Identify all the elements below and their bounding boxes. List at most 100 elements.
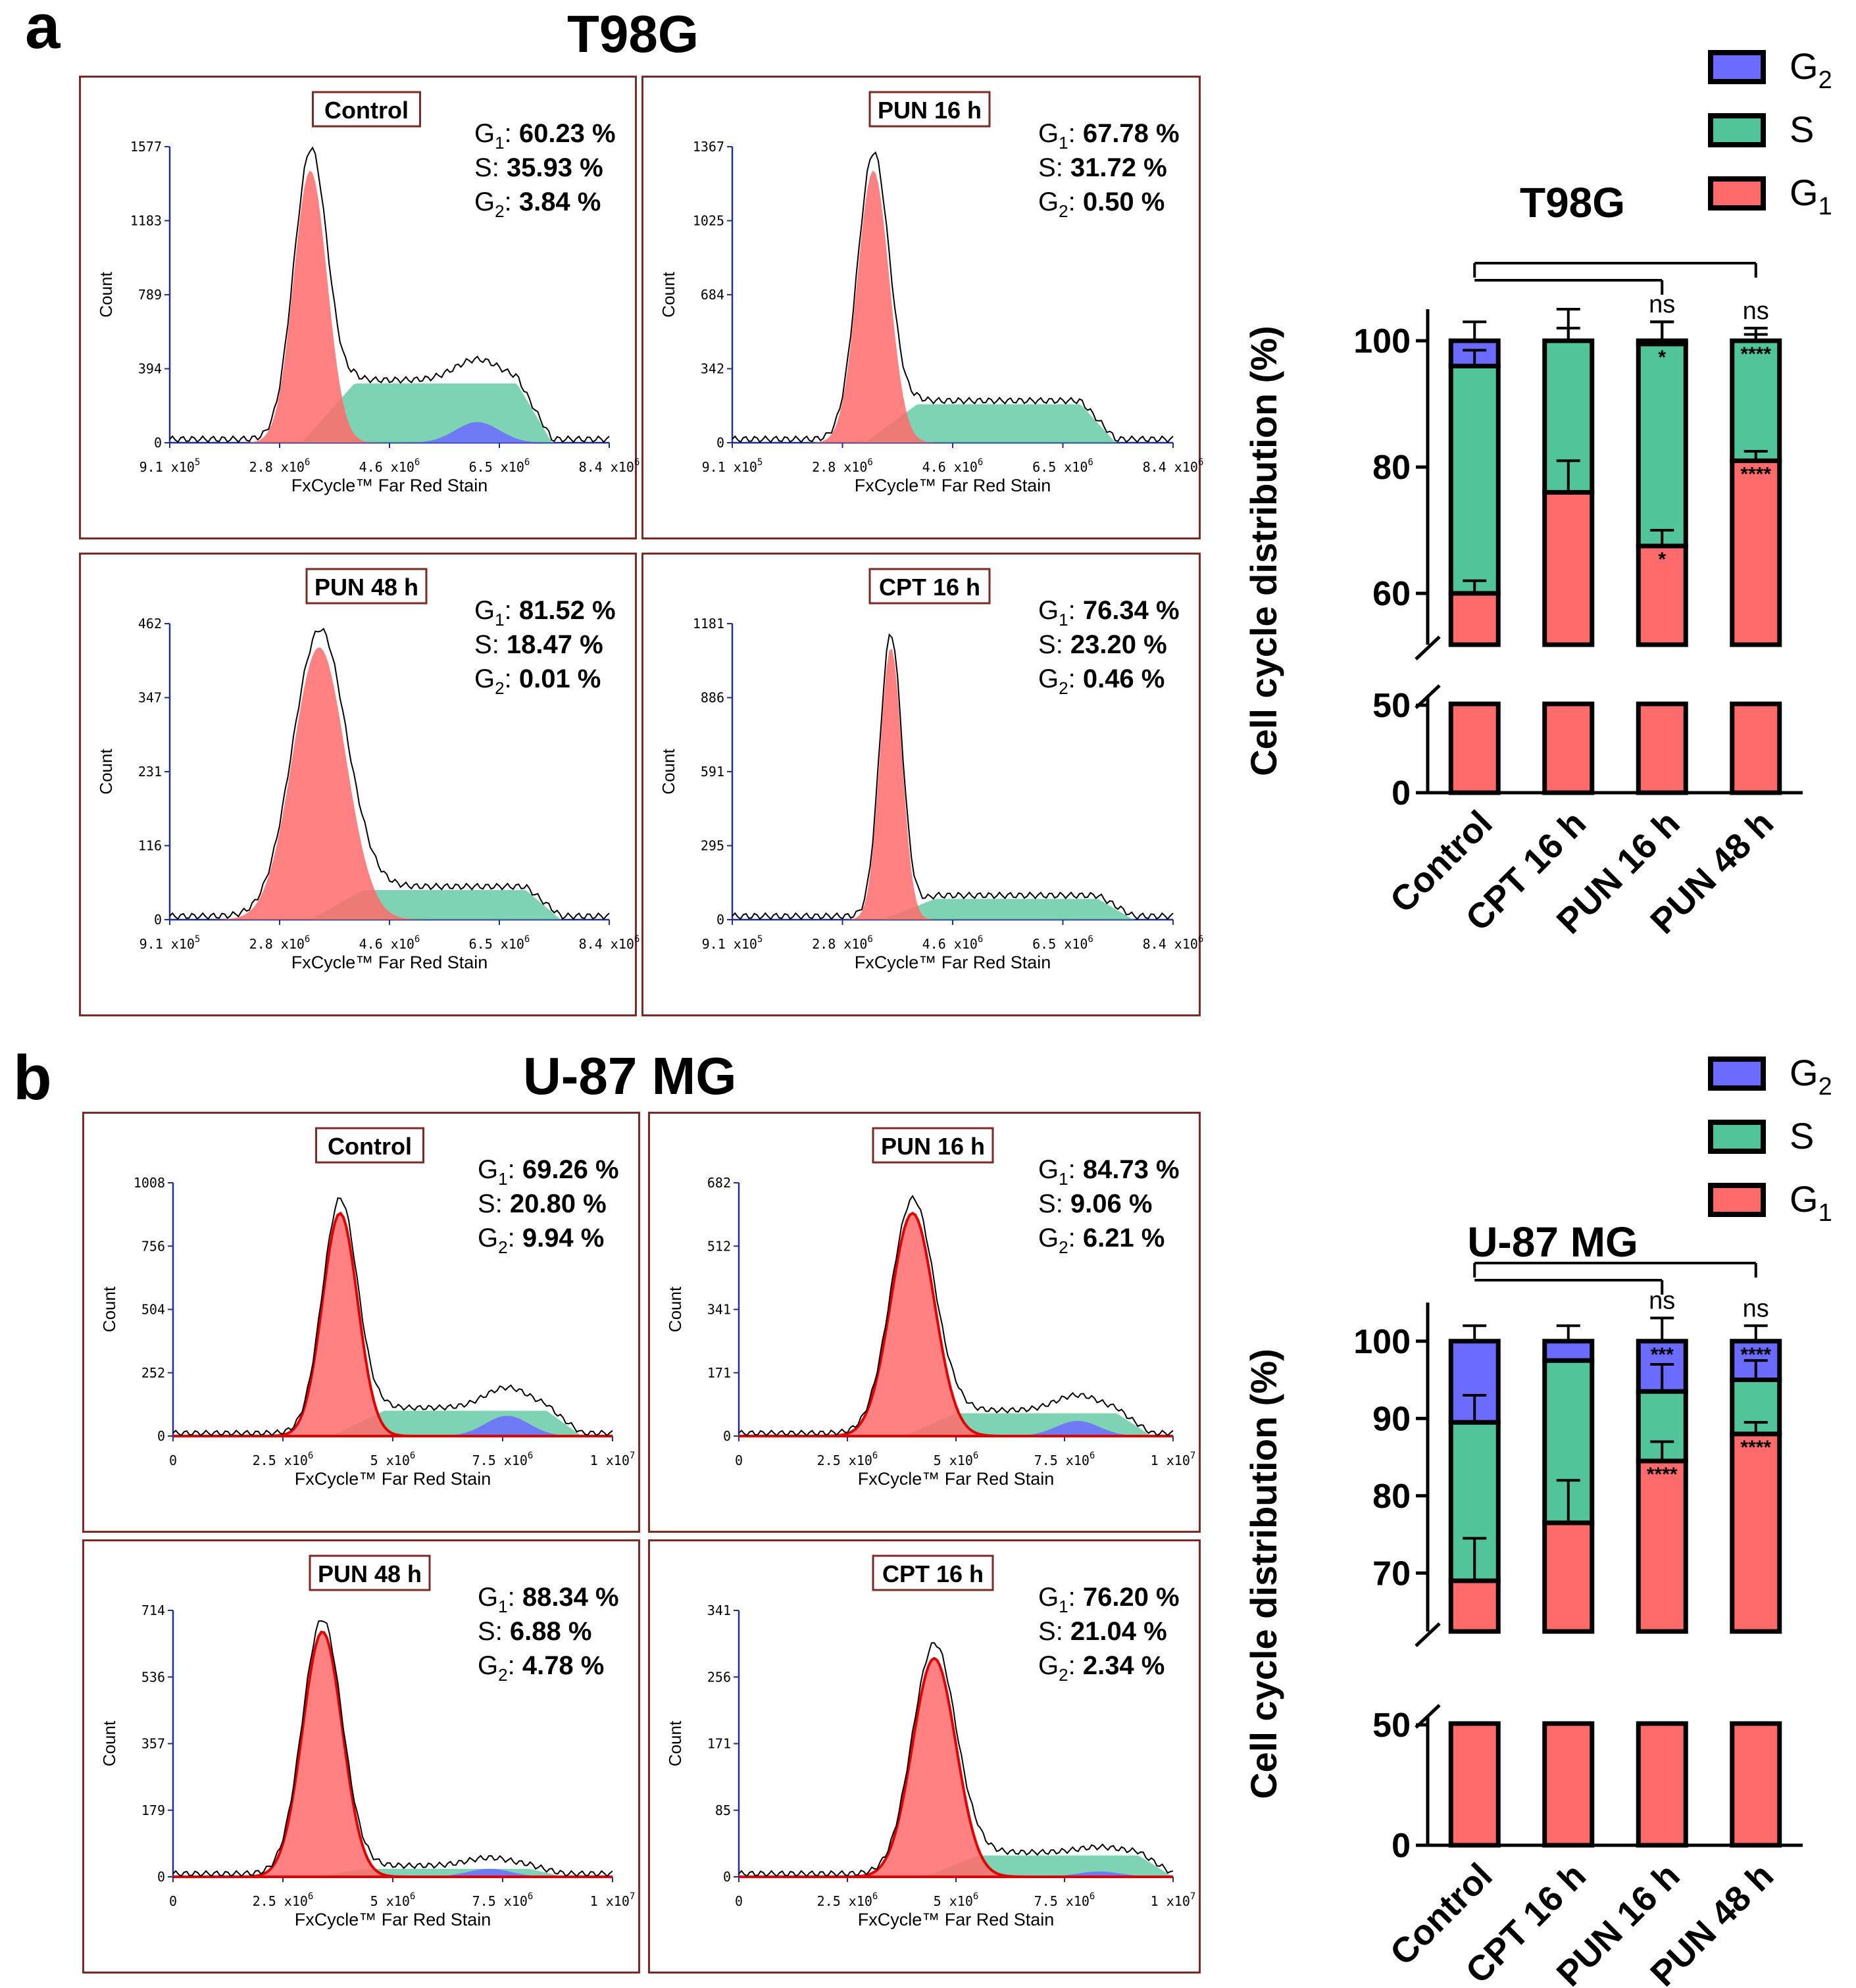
- y-tick-label: 116: [138, 838, 162, 854]
- x-axis-label: FxCycle™ Far Red Stain: [291, 476, 488, 495]
- axis-break-mark: [1415, 635, 1441, 660]
- phase-subscript: 2: [1059, 1237, 1068, 1257]
- bar-g1-upper: [1542, 489, 1595, 647]
- legend-name: G: [1790, 172, 1818, 213]
- g1-phase-fill: [173, 1211, 613, 1437]
- histogram-panel: Control 1577 1183 789 394 0 9.1 x105 2.8 x106 4.…: [79, 76, 640, 539]
- phase-colon: :: [1068, 1224, 1083, 1253]
- phase-name: S: [478, 1617, 495, 1646]
- x-tick-exponent: 6: [978, 934, 983, 945]
- bar-g1-upper: [1636, 543, 1688, 647]
- y-tick-label: 347: [138, 690, 162, 706]
- phase-value: 76.20 %: [1083, 1583, 1180, 1612]
- y-axis-label: Count: [96, 272, 116, 318]
- y-tick-label: 714: [141, 1603, 165, 1618]
- panel-a-letter: a: [25, 0, 61, 62]
- x-tick-exponent: 6: [867, 457, 872, 468]
- phase-value: 67.78 %: [1083, 119, 1180, 148]
- y-tick-label: 0: [157, 1869, 165, 1885]
- x-tick-label: 4.6 x106: [922, 934, 984, 952]
- total-count-curve: [169, 146, 610, 443]
- sample-label-box: [872, 1127, 994, 1164]
- x-tick-label: 5 x106: [934, 1891, 979, 1909]
- x-tick-label: 0: [169, 1453, 177, 1468]
- x-tick-label: 0: [169, 1893, 177, 1909]
- x-tick-exponent: 6: [1198, 457, 1203, 468]
- x-tick-exponent: 7: [630, 1891, 635, 1902]
- phase-value: 76.34 %: [1083, 596, 1180, 625]
- phase-colon: :: [492, 630, 507, 659]
- x-tick-label: 2.8 x106: [249, 934, 311, 952]
- phase-percentage: G2: 3.84 %: [474, 187, 601, 221]
- x-axis-label: FxCycle™ Far Red Stain: [295, 1910, 491, 1929]
- histogram-panel: PUN 16 h 1367 1025 684 342 0 9.1 x105 2.8 x106 4…: [641, 76, 1204, 539]
- bar-g1-lower: [1636, 1721, 1688, 1848]
- y-tick-label: 682: [707, 1175, 731, 1191]
- x-tick-label: 2.5 x106: [253, 1891, 314, 1909]
- phase-subscript: 2: [498, 1237, 507, 1257]
- phase-value: 84.73 %: [1083, 1155, 1180, 1184]
- phase-colon: :: [508, 1651, 522, 1680]
- y-tick-label: 0: [1392, 1827, 1411, 1865]
- x-tick-label: 1 x107: [590, 1891, 636, 1909]
- significance-marker: ***: [1651, 1344, 1674, 1366]
- legend-swatch-g2: [1708, 1056, 1766, 1091]
- total-count-curve: [172, 1197, 613, 1437]
- y-tick-label: 1008: [134, 1175, 165, 1191]
- histogram-svg: PUN 48 h 714 536 357 179 00 2.5 x106 5 x106 7.5 …: [99, 1554, 636, 1929]
- x-tick-exponent: 6: [524, 457, 530, 468]
- y-tick-label: 341: [707, 1603, 731, 1618]
- histogram-panel: PUN 48 h 714 536 357 179 0 0 2.5 x106 5 x106 7.5 …: [82, 1539, 640, 1974]
- phase-percentage: G1: 60.23 %: [474, 119, 616, 153]
- y-tick-label: 1181: [693, 616, 724, 632]
- phase-percentage: G1: 69.26 %: [478, 1155, 619, 1189]
- x-tick-exponent: 6: [528, 1451, 533, 1461]
- y-tick-label: 394: [138, 361, 162, 377]
- phase-colon: :: [1056, 630, 1070, 659]
- phase-colon: :: [1068, 1583, 1083, 1612]
- phase-name: G: [474, 596, 495, 625]
- y-tick-label: 171: [707, 1736, 731, 1752]
- x-tick-exponent: 6: [872, 1451, 878, 1461]
- x-tick-label: 8.4 x106: [579, 934, 640, 952]
- phase-value: 69.26 %: [522, 1155, 619, 1184]
- phase-name: G: [1038, 187, 1059, 216]
- bar-s: [1636, 341, 1688, 549]
- s-phase-fill: [170, 890, 609, 920]
- legend-label: S: [1790, 1115, 1814, 1156]
- x-tick-exponent: 6: [305, 457, 310, 468]
- significance-marker: ****: [1740, 463, 1771, 485]
- sample-label-box: [868, 568, 991, 605]
- x-tick-label: 5 x106: [934, 1451, 979, 1468]
- phase-subscript: 2: [498, 1665, 507, 1685]
- x-tick-exponent: 6: [410, 1891, 415, 1902]
- x-tick-exponent: 7: [1190, 1451, 1195, 1461]
- x-tick-exponent: 6: [308, 1451, 313, 1461]
- phase-percentage: G2: 4.78 %: [478, 1651, 604, 1685]
- x-tick-exponent: 5: [195, 934, 200, 945]
- y-axis-label: Count: [99, 1720, 119, 1766]
- x-tick-label: 2.5 x106: [817, 1891, 878, 1909]
- phase-percentage: G2: 6.21 %: [1038, 1224, 1165, 1257]
- y-tick-label: 0: [154, 912, 162, 928]
- phase-subscript: 2: [1059, 678, 1068, 698]
- histogram-panel: PUN 48 h 462 347 231 116 0 9.1 x105 2.8 x106 4.6…: [79, 553, 640, 1016]
- legend-name: G: [1790, 1178, 1818, 1220]
- phase-percentage: S: 9.06 %: [1038, 1189, 1152, 1218]
- sample-label-box: [312, 91, 421, 128]
- phase-percentage: S: 21.04 %: [1038, 1617, 1167, 1646]
- phase-value: 31.72 %: [1070, 153, 1167, 182]
- y-tick-label: 684: [701, 287, 724, 303]
- legend-swatch-s: [1708, 113, 1766, 147]
- x-tick-label: 1 x107: [1151, 1451, 1196, 1468]
- significance-marker: ****: [1647, 1464, 1678, 1485]
- legend-name: G: [1790, 45, 1818, 87]
- y-axis-label: Count: [665, 1286, 685, 1332]
- y-tick-label: 756: [141, 1238, 165, 1254]
- y-tick-label: 536: [141, 1669, 165, 1685]
- legend-swatch-g1: [1708, 1183, 1766, 1217]
- x-axis-label: FxCycle™ Far Red Stain: [295, 1469, 491, 1489]
- x-tick-label: 8.4 x106: [1143, 457, 1204, 475]
